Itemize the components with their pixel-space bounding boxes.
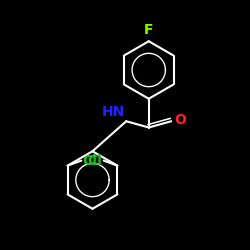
Text: F: F xyxy=(144,24,154,38)
Text: HN: HN xyxy=(102,105,125,119)
Text: Cl: Cl xyxy=(82,154,98,168)
Text: O: O xyxy=(174,113,186,127)
Text: Cl: Cl xyxy=(88,154,102,168)
